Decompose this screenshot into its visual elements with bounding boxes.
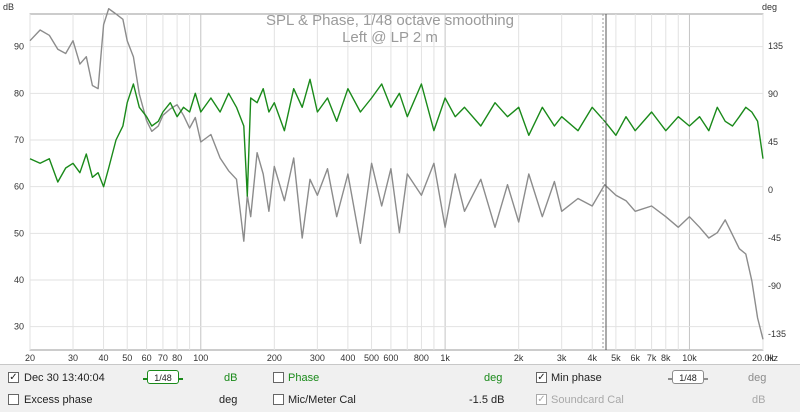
right-axis: 135 90 45 0 -45 -90 -135	[768, 41, 786, 339]
x-tick-label: 400	[340, 353, 355, 363]
x-tick-label: 1k	[440, 353, 450, 363]
x-tick-label: 800	[414, 353, 429, 363]
legend-row-1: ✓ Dec 30 13:40:04 1/48 dB Phase deg ✓ Mi…	[0, 369, 800, 389]
left-tick-label: 90	[14, 42, 24, 52]
left-tick-label: 60	[14, 182, 24, 192]
left-axis: 90 80 70 60 50 40 30	[14, 42, 24, 332]
left-tick-label: 30	[14, 322, 24, 332]
x-tick-label: 2k	[514, 353, 524, 363]
series-layer	[29, 7, 764, 340]
x-tick-label: 500	[364, 353, 379, 363]
spl-phase-chart[interactable]: SPL & Phase, 1/48 octave smoothing Left …	[0, 0, 800, 364]
left-tick-label: 50	[14, 228, 24, 238]
x-tick-label: 20.0k	[752, 353, 775, 363]
left-tick-label: 40	[14, 275, 24, 285]
x-tick-label: 60	[142, 353, 152, 363]
min-phase-series-line	[29, 7, 764, 340]
soundcard-cal-checkbox[interactable]: ✓	[536, 394, 547, 405]
x-tick-label: 80	[172, 353, 182, 363]
right-tick-label: 90	[768, 89, 778, 99]
mic-cal-checkbox[interactable]	[273, 394, 284, 405]
right-tick-label: 0	[768, 185, 773, 195]
x-tick-label: 30	[68, 353, 78, 363]
mic-cal-label: Mic/Meter Cal	[288, 394, 356, 406]
x-tick-label: 200	[267, 353, 282, 363]
min-phase-checkbox[interactable]: ✓	[536, 372, 547, 383]
phase-unit: deg	[484, 372, 503, 384]
right-axis-unit: deg	[762, 2, 777, 12]
mic-cal-value: -1.5 dB	[469, 394, 505, 406]
measurement-label: Dec 30 13:40:04	[24, 372, 105, 384]
x-tick-label: 6k	[630, 353, 640, 363]
x-axis-unit: Hz	[767, 353, 778, 363]
right-tick-label: -45	[768, 233, 781, 243]
excess-phase-label: Excess phase	[24, 394, 93, 406]
left-axis-unit: dB	[3, 2, 14, 12]
measurement-checkbox[interactable]: ✓	[8, 372, 19, 383]
x-tick-label: 100	[193, 353, 208, 363]
grid	[29, 13, 764, 351]
right-tick-label: -135	[768, 329, 786, 339]
left-tick-label: 80	[14, 88, 24, 98]
x-tick-label: 5k	[611, 353, 621, 363]
x-tick-label: 70	[158, 353, 168, 363]
chart-subtitle: Left @ LP 2 m	[342, 29, 438, 46]
excess-phase-checkbox[interactable]	[8, 394, 19, 405]
x-tick-label: 50	[122, 353, 132, 363]
right-tick-label: 45	[768, 137, 778, 147]
x-tick-label: 20	[25, 353, 35, 363]
phase-checkbox[interactable]	[273, 372, 284, 383]
right-tick-label: -90	[768, 281, 781, 291]
x-axis: 20 30 40 50 60 70 80 100 200 300 400 500 600 800 1k 2k 3…	[25, 353, 775, 363]
excess-phase-unit: deg	[219, 394, 238, 406]
x-tick-label: 10k	[682, 353, 697, 363]
measurement-smoothing-button[interactable]: 1/48	[147, 370, 179, 384]
x-tick-label: 600	[383, 353, 398, 363]
x-tick-label: 8k	[661, 353, 671, 363]
x-tick-label: 7k	[647, 353, 657, 363]
phase-label: Phase	[288, 372, 320, 384]
chart-title: SPL & Phase, 1/48 octave smoothing	[266, 12, 514, 29]
right-tick-label: 135	[768, 41, 783, 51]
soundcard-cal-label: Soundcard Cal	[551, 394, 624, 406]
legend-row-2: Excess phase deg Mic/Meter Cal -1.5 dB ✓…	[0, 391, 800, 411]
spl-series-line	[29, 78, 764, 197]
soundcard-cal-unit: dB	[752, 394, 766, 406]
legend-panel: ✓ Dec 30 13:40:04 1/48 dB Phase deg ✓ Mi…	[0, 364, 800, 412]
min-phase-label: Min phase	[551, 372, 602, 384]
x-tick-label: 3k	[557, 353, 567, 363]
min-phase-smoothing-button[interactable]: 1/48	[672, 370, 704, 384]
x-tick-label: 40	[99, 353, 109, 363]
left-tick-label: 70	[14, 135, 24, 145]
min-phase-unit: deg	[748, 372, 767, 384]
x-tick-label: 4k	[587, 353, 597, 363]
measurement-unit: dB	[224, 372, 238, 384]
plot-area	[29, 13, 764, 351]
x-tick-label: 300	[310, 353, 325, 363]
